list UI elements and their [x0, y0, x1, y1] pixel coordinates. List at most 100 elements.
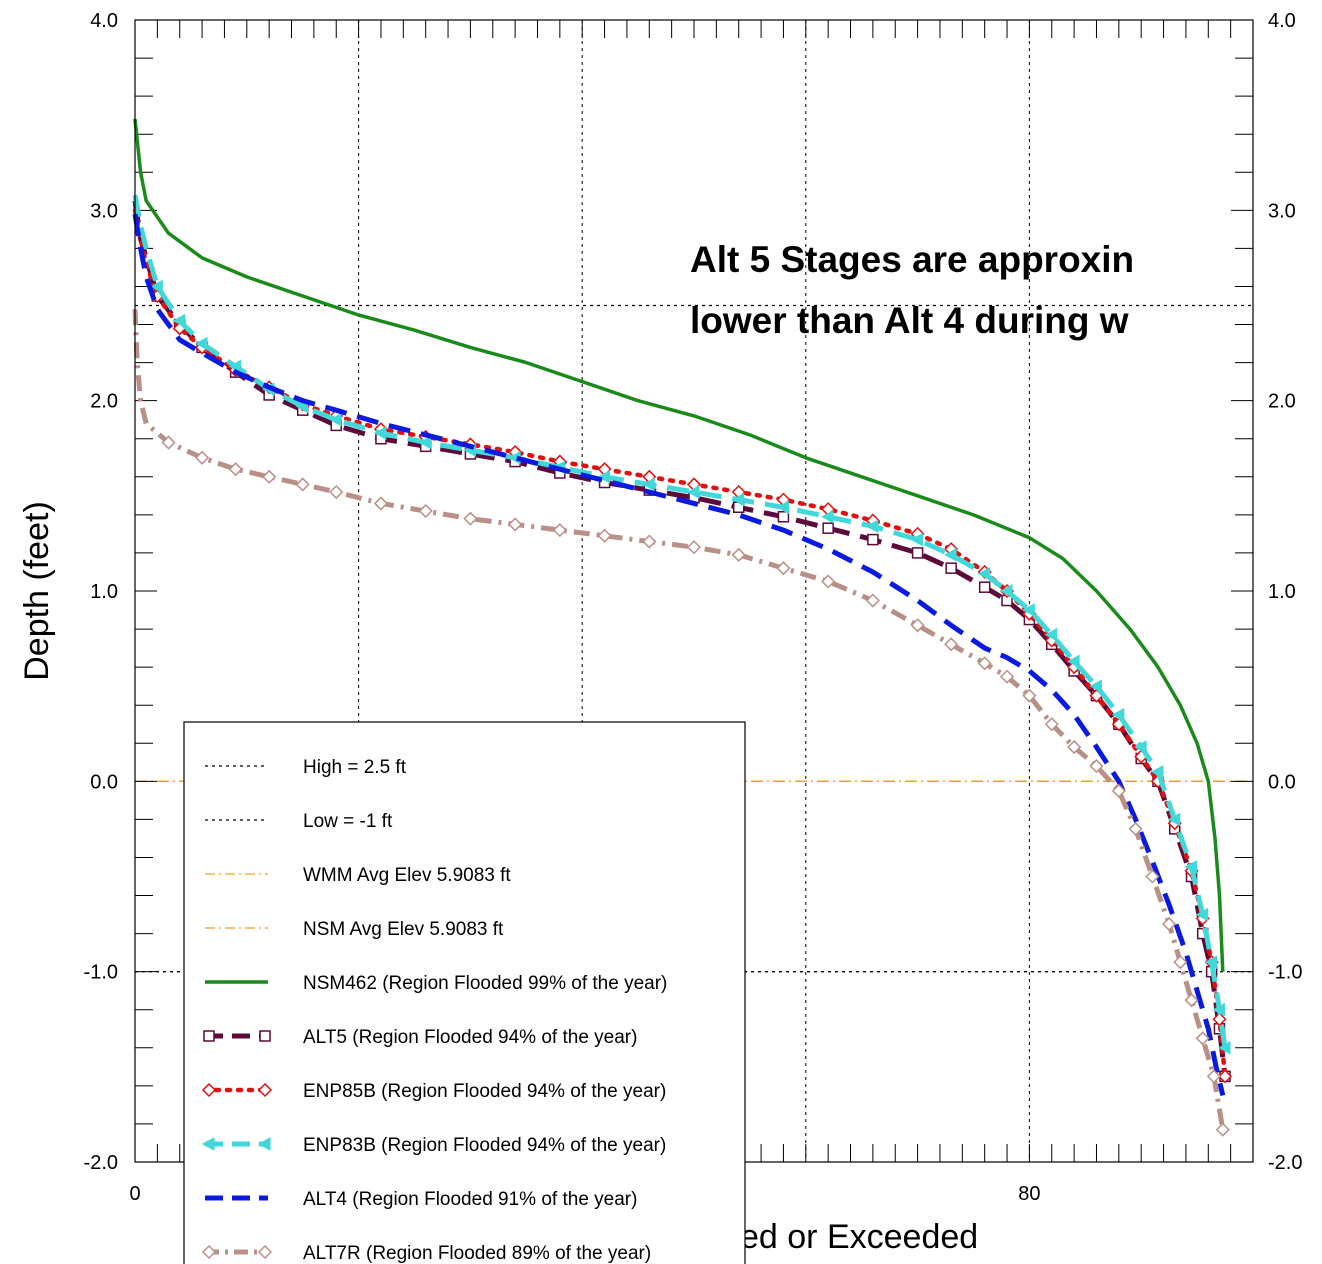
series-2-point-38 [1217, 1069, 1233, 1084]
series-2-point-37 [1212, 1012, 1227, 1027]
series-3-point-22 [910, 532, 924, 547]
series-3-point-3 [150, 279, 163, 294]
series-3-point-11 [418, 435, 432, 450]
series-5-point-32 [1145, 869, 1160, 884]
series-3-point-36 [1204, 955, 1218, 969]
legend-label-9: ALT7R (Region Flooded 89% of the year) [303, 1243, 651, 1264]
series-5-point-33 [1162, 917, 1177, 932]
series-5-point-5 [195, 450, 210, 465]
series-3-point-20 [821, 509, 834, 524]
annotation-line-1: Alt 5 Stages are approxin [690, 239, 1134, 280]
series-5-point-25 [999, 669, 1015, 684]
legend-label-2: WMM Avg Elev 5.9083 ft [303, 865, 511, 886]
series-line-4 [132, 213, 1226, 1096]
y-tick-label-left-2: 0.0 [90, 771, 118, 793]
series-5-point-23 [944, 637, 959, 652]
series-1-point-22 [911, 547, 924, 559]
series-3-point-21 [865, 519, 879, 534]
series-5-point-8 [295, 477, 310, 492]
series-5-point-37 [1206, 1069, 1221, 1084]
series-3-point-15 [597, 469, 611, 484]
legend-label-7: ENP83B (Region Flooded 94% of the year) [303, 1135, 666, 1156]
series-5-point-7 [262, 469, 277, 484]
series-3-point-28 [1067, 654, 1080, 669]
legend-label-8: ALT4 (Region Flooded 91% of the year) [303, 1189, 637, 1210]
series-3-point-9 [329, 412, 342, 427]
series-5-point-24 [977, 656, 992, 671]
series-5-point-28 [1067, 740, 1082, 755]
series-3-point-34 [1184, 860, 1198, 874]
series-3-point-23 [944, 547, 957, 562]
legend-marker-right-7 [257, 1137, 271, 1151]
series-1-point-24 [978, 581, 991, 593]
y-axis-title: Depth (feet) [18, 501, 56, 681]
series-4 [132, 213, 1226, 1096]
x-axis-title: ed or Exceeded [740, 1218, 978, 1256]
y-tick-label-left-0: -2.0 [84, 1152, 118, 1174]
series-5-point-13 [508, 517, 523, 532]
legend-label-5: ALT5 (Region Flooded 94% of the year) [303, 1027, 637, 1048]
legend-box [183, 721, 746, 1264]
series-5-point-21 [865, 593, 880, 608]
series-5-point-11 [418, 503, 433, 519]
legend-item-0: High = 2.5 ft [205, 757, 407, 778]
legend: High = 2.5 ft Low = -1 ft WMM Avg Elev 5.9… [183, 721, 746, 1264]
legend-items: High = 2.5 ft Low = -1 ft WMM Avg Elev 5.9… [201, 757, 667, 1264]
legend-item-1: Low = -1 ft [205, 811, 393, 832]
legend-item-5: ALT5 (Region Flooded 94% of the year) [203, 1027, 637, 1048]
series-3-point-38 [1218, 1040, 1231, 1055]
legend-item-4: NSM462 (Region Flooded 99% of the year) [205, 973, 667, 994]
series-5-point-34 [1173, 955, 1188, 970]
legend-item-8: ALT4 (Region Flooded 91% of the year) [205, 1189, 637, 1210]
legend-marker-right-5 [259, 1030, 271, 1042]
series-3-point-4 [172, 313, 186, 328]
legend-label-6: ENP85B (Region Flooded 94% of the year) [303, 1081, 666, 1102]
legend-label-0: High = 2.5 ft [303, 757, 407, 778]
legend-marker-left-9 [201, 1244, 217, 1260]
series-3-point-18 [731, 492, 745, 507]
y-tick-label-left-6: 4.0 [90, 10, 118, 32]
y-tick-label-right-6: 4.0 [1268, 10, 1296, 32]
series-5-point-16 [642, 534, 657, 549]
x-tick-labels: 0 80 [129, 1183, 1040, 1205]
series-5-point-26 [1022, 688, 1037, 703]
y-tick-label-right-4: 2.0 [1268, 391, 1296, 413]
series-3-point-17 [686, 485, 700, 499]
series-line-0 [133, 118, 1225, 972]
series-5 [132, 309, 1230, 1137]
annotation-line-2: lower than Alt 4 during w [690, 300, 1129, 341]
series-5-point-6 [228, 462, 243, 477]
series-5-point-18 [731, 547, 746, 562]
series-1-point-21 [867, 533, 879, 546]
series-3-point-37 [1212, 1002, 1225, 1017]
series-1-point-20 [822, 522, 834, 534]
series-3-point-24 [977, 567, 991, 581]
y-tick-label-right-3: 1.0 [1268, 581, 1296, 603]
y-tick-label-left-5: 3.0 [90, 200, 118, 222]
legend-marker-right-9 [257, 1244, 273, 1260]
series-5-point-19 [776, 561, 791, 576]
series-5-point-15 [597, 528, 612, 543]
series-5-point-4 [161, 435, 176, 450]
legend-item-3: NSM Avg Elev 5.9083 ft [205, 919, 504, 940]
annotation: Alt 5 Stages are approxin lower than Alt… [690, 239, 1134, 341]
series-5-point-22 [910, 618, 925, 633]
legend-item-7: ENP83B (Region Flooded 94% of the year) [201, 1135, 666, 1156]
series-1-point-19 [777, 511, 790, 523]
series-3-point-35 [1195, 907, 1209, 922]
y-tick-labels-right: -2.0 -1.0 0.0 1.0 2.0 3.0 4.0 [1268, 10, 1302, 1174]
legend-label-1: Low = -1 ft [303, 811, 393, 832]
legend-label-4: NSM462 (Region Flooded 99% of the year) [303, 973, 667, 994]
series-3-point-32 [1150, 764, 1164, 779]
y-tick-labels-left: -2.0 -1.0 0.0 1.0 2.0 3.0 4.0 [84, 10, 118, 1174]
axis-ticks [134, 19, 1254, 1163]
legend-item-2: WMM Avg Elev 5.9083 ft [205, 865, 511, 886]
series-3-point-10 [373, 426, 387, 440]
series-3-point-33 [1167, 812, 1181, 827]
grid-lines [358, 20, 1030, 1162]
y-tick-label-right-1: -1.0 [1268, 962, 1302, 984]
series-5-point-10 [373, 496, 389, 511]
series-5-point-38 [1215, 1122, 1230, 1137]
series-3-point-16 [642, 477, 655, 492]
